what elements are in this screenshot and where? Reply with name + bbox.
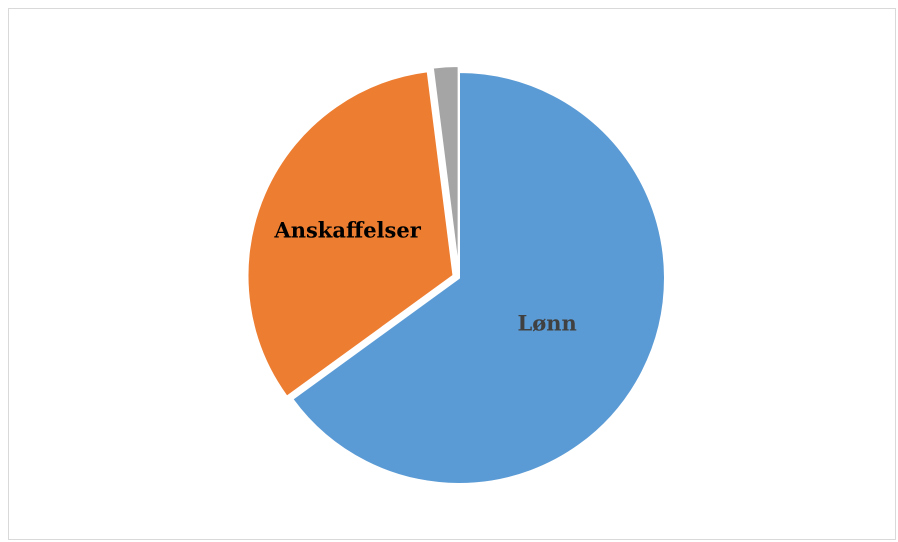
pie-slice-l-nn	[291, 71, 666, 485]
pie-slices	[246, 65, 666, 485]
pie-slice-anskaffelser	[246, 70, 455, 398]
pie-label-l-nn: Lønn	[517, 310, 576, 335]
pie-label-anskaffelser: Anskaffelser	[273, 217, 421, 242]
pie-labels: Lønn Anskaffelser	[273, 217, 576, 335]
pie-slice-other	[431, 65, 460, 274]
